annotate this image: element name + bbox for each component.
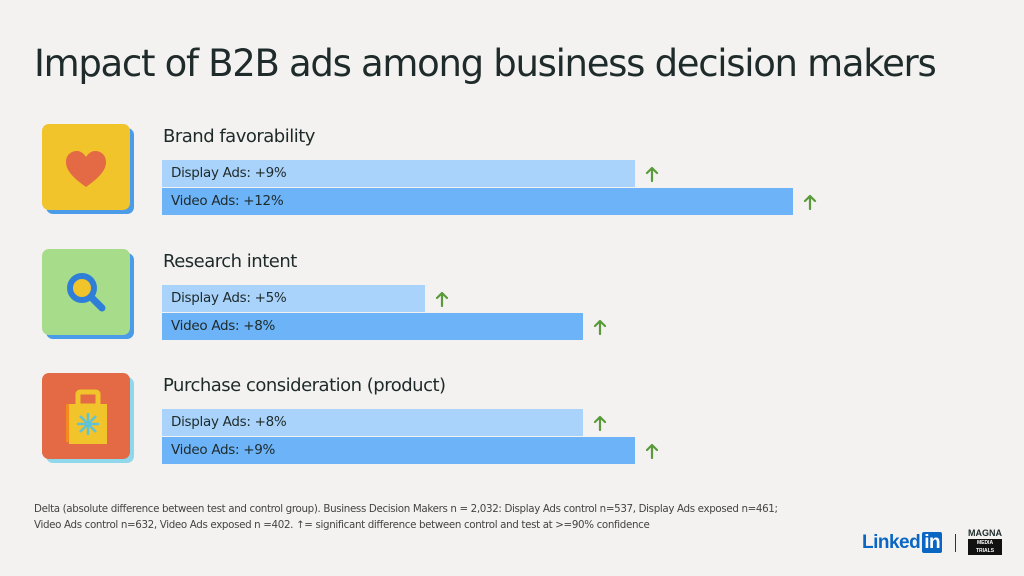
arrow-up-icon — [435, 291, 449, 307]
footnote-line: Video Ads control n=632, Video Ads expos… — [34, 519, 650, 531]
linkedin-logo: Linked in — [862, 532, 943, 553]
magna-logo: MAGNA MEDIA TRIALS — [968, 528, 1002, 555]
chart-group: Brand favorability Display Ads: +9% Video … — [0, 124, 1024, 224]
footnote: Delta (absolute difference between test … — [34, 501, 778, 533]
chart-group: Purchase consideration (product) Display … — [0, 373, 1024, 473]
arrow-up-icon — [646, 443, 659, 459]
arrow-up-icon — [593, 319, 606, 335]
chart-group: Research intent Display Ads: +5% Video Ads… — [0, 249, 1024, 349]
group-title: Brand favorability — [163, 126, 315, 147]
divider — [955, 534, 956, 552]
arrow-up-icon — [646, 166, 659, 182]
arrow-up-icon — [593, 415, 606, 431]
group-title: Research intent — [163, 251, 297, 272]
heart-icon — [42, 124, 134, 214]
bar-display-ads: Display Ads: +5% — [162, 285, 425, 312]
group-title: Purchase consideration (product) — [163, 375, 446, 396]
shopping-bag-icon — [42, 373, 134, 463]
magnifier-icon — [42, 249, 134, 339]
bar-display-ads: Display Ads: +9% — [162, 160, 636, 187]
bar-display-ads: Display Ads: +8% — [162, 409, 583, 436]
bar-video-ads: Video Ads: +8% — [162, 313, 583, 340]
page-title: Impact of B2B ads among business decisio… — [34, 42, 937, 85]
bar-video-ads: Video Ads: +9% — [162, 437, 636, 464]
footnote-line: Delta (absolute difference between test … — [34, 503, 778, 515]
arrow-up-icon — [804, 194, 817, 210]
bar-video-ads: Video Ads: +12% — [162, 188, 794, 215]
